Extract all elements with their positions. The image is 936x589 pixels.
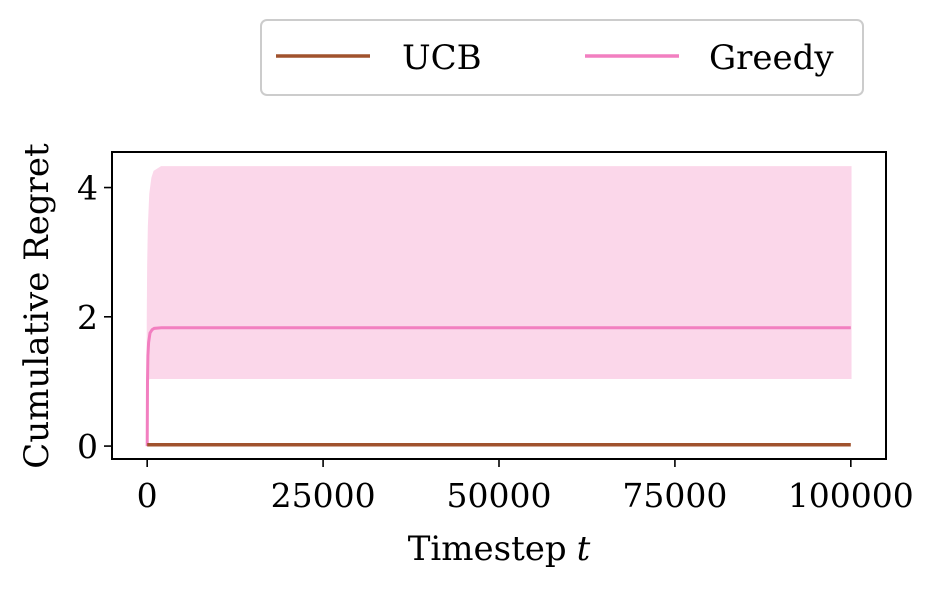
greedy-line (145, 326, 851, 447)
x-tick-label: 100000 (788, 476, 914, 515)
y-tick-label: 0 (77, 427, 98, 466)
x-axis-label: Timestep t (408, 529, 591, 569)
legend-label-greedy: Greedy (709, 38, 834, 78)
x-tick-label: 75000 (622, 476, 727, 515)
greedy-confidence-band (146, 166, 852, 447)
x-axis: 0 25000 50000 75000 100000 Timestep t (137, 459, 914, 569)
x-tick-label: 50000 (447, 476, 552, 515)
legend-frame (260, 19, 864, 96)
legend: UCB Greedy (260, 19, 864, 96)
x-axis-label-variable: t (577, 529, 591, 569)
y-tick-label: 4 (77, 169, 98, 208)
x-axis-label-text: Timestep (408, 529, 567, 569)
y-axis: 0 2 4 Cumulative Regret (17, 143, 112, 469)
x-tick-label: 0 (137, 476, 158, 515)
x-tick-label: 25000 (271, 476, 376, 515)
y-tick-label: 2 (77, 298, 98, 337)
y-axis-label: Cumulative Regret (17, 143, 57, 469)
legend-label-ucb: UCB (402, 38, 482, 78)
plot-area (111, 151, 887, 460)
